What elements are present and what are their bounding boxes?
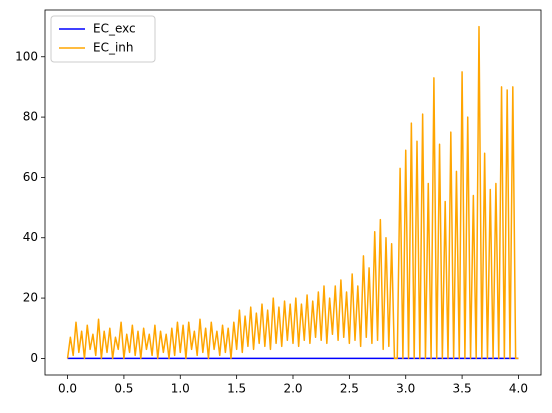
x-tick-label: 0.0 — [58, 382, 77, 396]
x-tick-label: 1.0 — [171, 382, 190, 396]
x-tick-label: 2.5 — [340, 382, 359, 396]
axes-frame — [44, 9, 542, 376]
line-series — [66, 25, 519, 360]
x-tick-label: 2.0 — [283, 382, 302, 396]
y-tick-label: 40 — [23, 230, 38, 244]
y-tick-label: 20 — [23, 291, 38, 305]
x-tick-label: 3.5 — [453, 382, 472, 396]
legend-label: EC_inh — [93, 41, 134, 55]
x-tick-label: 1.5 — [227, 382, 246, 396]
legend-label: EC_exc — [93, 22, 136, 36]
y-tick-label: 60 — [23, 170, 38, 184]
y-tick-label: 0 — [30, 351, 38, 365]
x-tick-label: 3.0 — [396, 382, 415, 396]
x-tick-label: 0.5 — [114, 382, 133, 396]
y-tick-label: 100 — [15, 49, 38, 63]
x-tick-label: 4.0 — [509, 382, 528, 396]
y-tick-label: 80 — [23, 110, 38, 124]
legend-box — [50, 15, 156, 63]
